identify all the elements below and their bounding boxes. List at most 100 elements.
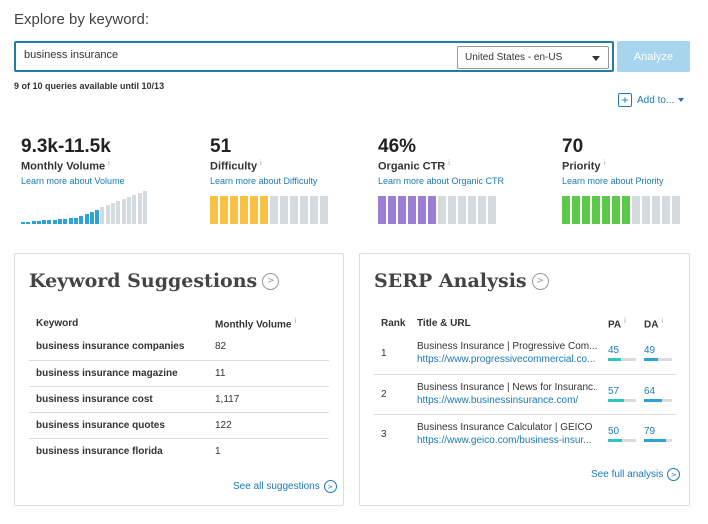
volume-bar — [89, 211, 94, 224]
metric-value: 70 — [562, 136, 584, 157]
meter-segment — [662, 196, 670, 224]
col-title-url: Title & URL — [417, 318, 471, 329]
page-heading: Explore by keyword: — [14, 11, 150, 28]
meter-segment — [672, 196, 680, 224]
da-score: 64 — [644, 386, 672, 402]
da-value: 64 — [644, 386, 656, 397]
analyze-button[interactable]: Analyze — [617, 41, 690, 72]
metric-value: 46% — [378, 136, 417, 157]
volume-bar — [68, 218, 73, 224]
da-score: 79 — [644, 426, 672, 442]
chevron-right-icon: > — [667, 468, 681, 481]
meter-segment — [418, 196, 426, 224]
add-to-label: Add to... — [637, 94, 675, 106]
volume-bar — [21, 222, 25, 224]
ctr-bars — [378, 190, 498, 224]
suggestion-row[interactable]: business insurance companies 82 — [29, 334, 329, 360]
suggestion-row[interactable]: business insurance cost 1,117 — [29, 386, 329, 412]
learn-more-ctr-link[interactable]: Learn more about Organic CTR — [378, 175, 505, 186]
info-icon[interactable]: i — [603, 160, 606, 167]
locale-label: United States - en-US — [465, 52, 563, 63]
volume-bar — [47, 220, 52, 224]
meter-segment — [300, 196, 308, 224]
volume-bar — [142, 190, 147, 224]
suggestion-volume: 122 — [215, 420, 232, 431]
serp-url[interactable]: https://www.businessinsurance.com/ — [417, 395, 579, 406]
meter-segment — [478, 196, 486, 224]
suggestion-row[interactable]: business insurance florida 1 — [29, 438, 329, 464]
learn-more-difficulty-link[interactable]: Learn more about Difficulty — [210, 175, 318, 186]
volume-bar — [95, 209, 100, 224]
learn-more-priority-link[interactable]: Learn more about Priority — [562, 175, 664, 186]
keyword-input[interactable] — [24, 49, 444, 61]
suggestion-keyword[interactable]: business insurance companies — [36, 341, 185, 352]
pa-bar-fill — [608, 439, 622, 442]
pa-value: 57 — [608, 386, 620, 397]
metric-label: Organic CTR — [378, 160, 446, 173]
difficulty-bars — [210, 190, 330, 224]
suggestion-keyword[interactable]: business insurance cost — [36, 394, 153, 405]
volume-bar — [126, 196, 131, 224]
meter-segment — [220, 196, 228, 224]
volume-bar — [31, 221, 36, 224]
suggestion-volume: 11 — [215, 368, 226, 379]
serp-row: 3 Business Insurance Calculator | GEICO ht… — [374, 414, 676, 454]
pa-score: 57 — [608, 386, 636, 402]
info-icon[interactable]: i — [448, 160, 450, 167]
metric-ctr: 46% Organic CTR i Learn more about Organi… — [378, 136, 504, 186]
serp-rank: 1 — [381, 348, 387, 359]
suggestion-keyword[interactable]: business insurance florida — [36, 446, 163, 457]
see-all-suggestions-link[interactable]: See all suggestions > — [233, 480, 337, 493]
da-value: 79 — [644, 426, 656, 437]
info-icon[interactable]: i — [294, 318, 297, 325]
metric-label: Priority — [562, 160, 601, 173]
suggestion-volume: 82 — [215, 341, 227, 352]
meter-segment — [260, 196, 268, 224]
info-icon[interactable]: i — [624, 318, 626, 325]
suggestion-row[interactable]: business insurance magazine 11 — [29, 360, 329, 386]
volume-bar — [63, 218, 68, 224]
suggestion-keyword[interactable]: business insurance magazine — [36, 368, 178, 379]
metric-value: 9.3k-11.5k — [21, 136, 111, 157]
card-title: Keyword Suggestions > — [29, 270, 280, 292]
info-icon[interactable]: i — [661, 318, 664, 325]
info-icon[interactable]: i — [108, 160, 110, 167]
chevron-right-icon[interactable]: > — [262, 272, 280, 290]
locale-select[interactable]: United States - en-US — [457, 46, 609, 69]
da-bar — [644, 399, 672, 402]
link-text: See all suggestions — [233, 481, 320, 492]
volume-bar — [111, 203, 116, 224]
meter-segment — [310, 196, 318, 224]
chevron-right-icon: > — [323, 480, 337, 493]
meter-segment — [652, 196, 660, 224]
meter-segment — [602, 196, 610, 224]
serp-row: 1 Business Insurance | Progressive Com...… — [374, 334, 676, 374]
serp-url[interactable]: https://www.progressivecommercial.co... — [417, 354, 596, 365]
col-rank: Rank — [381, 318, 406, 329]
info-icon[interactable]: i — [260, 160, 262, 167]
meter-segment — [408, 196, 416, 224]
col-pa-text: PA — [608, 319, 622, 331]
keyword-suggestions-card: Keyword Suggestions > Keyword Monthly Vol… — [14, 253, 344, 506]
meter-segment — [458, 196, 466, 224]
metric-difficulty: 51 Difficulty i Learn more about Difficul… — [210, 136, 317, 186]
chevron-right-icon[interactable]: > — [531, 272, 549, 290]
priority-bars — [562, 190, 682, 224]
add-to-button[interactable]: + Add to... — [618, 93, 685, 107]
meter-segment — [280, 196, 288, 224]
da-bar-fill — [644, 439, 667, 442]
meter-segment — [642, 196, 650, 224]
learn-more-volume-link[interactable]: Learn more about Volume — [21, 175, 125, 186]
see-full-analysis-link[interactable]: See full analysis > — [591, 468, 681, 481]
meter-segment — [240, 196, 248, 224]
pa-bar — [608, 399, 636, 402]
serp-url[interactable]: https://www.geico.com/business-insur... — [417, 435, 592, 446]
suggestion-keyword[interactable]: business insurance quotes — [36, 420, 165, 431]
da-bar — [644, 439, 672, 442]
meter-segment — [270, 196, 278, 224]
volume-bar — [52, 219, 57, 224]
suggestion-row[interactable]: business insurance quotes 122 — [29, 412, 329, 438]
link-text: See full analysis — [591, 469, 664, 480]
serp-title-url: Business Insurance | Progressive Com... h… — [417, 341, 597, 365]
volume-bar — [26, 221, 31, 224]
